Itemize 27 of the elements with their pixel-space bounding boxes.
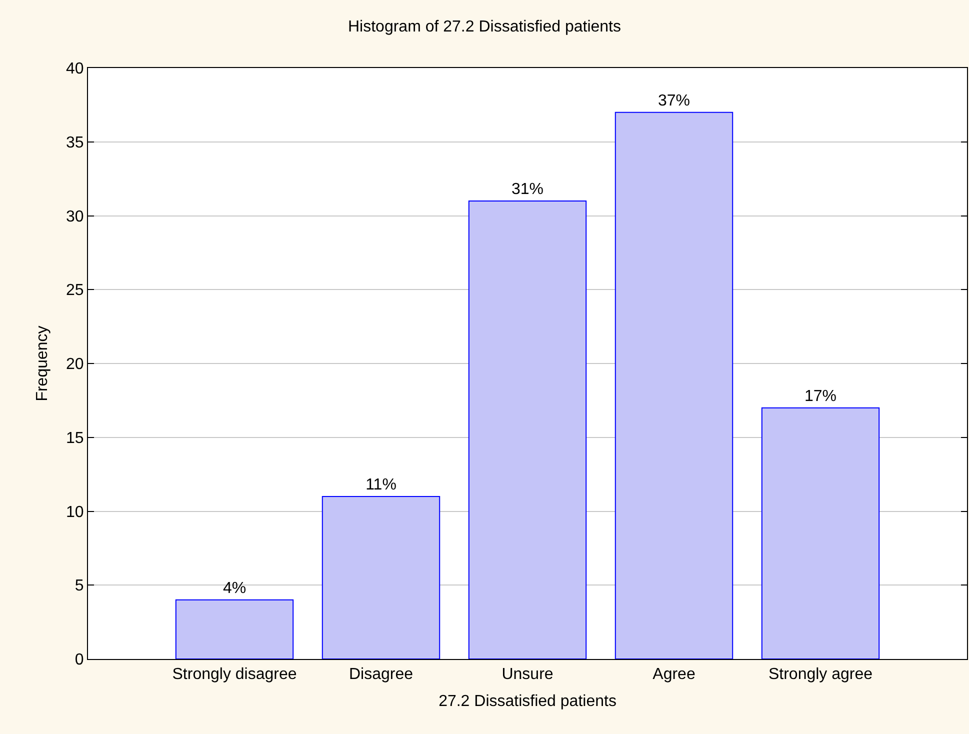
y-tick-label: 40 bbox=[66, 60, 84, 78]
data-label: 37% bbox=[658, 92, 690, 110]
x-tick-label: Unsure bbox=[502, 666, 554, 684]
x-tick-label: Strongly disagree bbox=[172, 666, 297, 684]
data-label: 17% bbox=[804, 388, 837, 405]
y-tick-label: 30 bbox=[66, 208, 84, 226]
y-tick-label: 35 bbox=[66, 134, 84, 152]
y-axis-title: Frequency bbox=[34, 326, 51, 402]
x-tick-label: Strongly agree bbox=[768, 666, 873, 684]
data-label: 31% bbox=[511, 180, 544, 198]
bar bbox=[468, 200, 587, 659]
x-tick-label: Agree bbox=[652, 666, 696, 684]
bar bbox=[614, 112, 734, 659]
x-axis-title: 27.2 Dissatisfied patients bbox=[438, 692, 616, 710]
y-tick-label: 10 bbox=[66, 504, 84, 521]
bar bbox=[322, 496, 440, 659]
y-tick-label: 25 bbox=[66, 282, 84, 300]
chart-title: Histogram of 27.2 Dissatisfied patients bbox=[348, 18, 622, 36]
y-tick-label: 15 bbox=[66, 430, 84, 447]
data-label: 4% bbox=[222, 580, 246, 597]
bar bbox=[761, 407, 880, 659]
data-label: 11% bbox=[366, 476, 396, 494]
bar bbox=[175, 599, 294, 659]
y-tick-label: 0 bbox=[74, 652, 84, 669]
y-tick-label: 20 bbox=[66, 356, 84, 374]
x-tick-label: Disagree bbox=[348, 666, 414, 684]
y-tick-label: 5 bbox=[74, 578, 84, 595]
